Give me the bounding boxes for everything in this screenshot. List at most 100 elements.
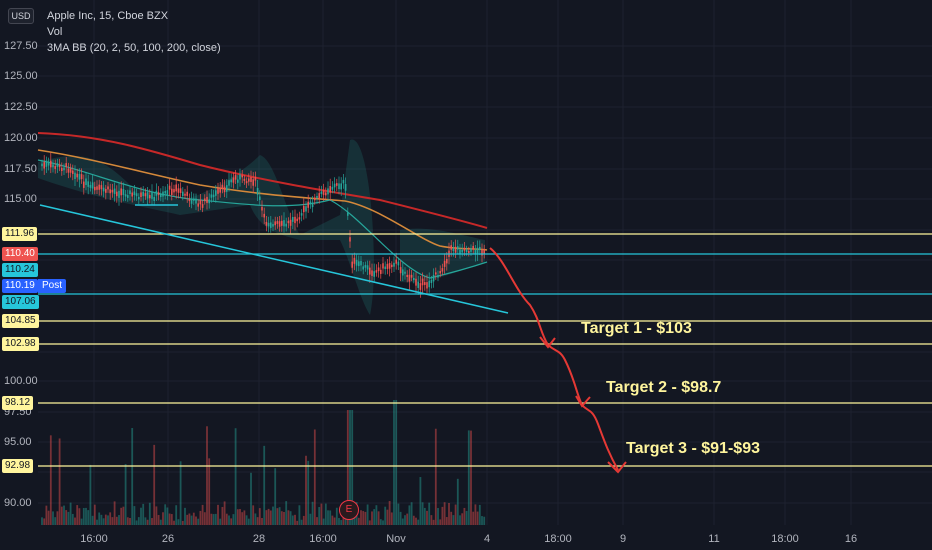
volume-bar: [384, 506, 387, 525]
volume-bar: [386, 509, 389, 525]
price-candle-body: [404, 271, 406, 274]
price-candle-body: [371, 270, 373, 276]
target-2-annotation[interactable]: Target 2 - $98.7: [606, 379, 722, 396]
price-candle-body: [206, 196, 208, 203]
price-candle-body: [179, 188, 182, 193]
volume-bar: [146, 519, 149, 525]
volume-bar: [49, 435, 52, 525]
price-candle-body: [292, 216, 294, 222]
price-candle-body: [177, 188, 180, 193]
volume-bar: [252, 505, 255, 525]
volume-bar: [467, 430, 470, 525]
volume-bar: [452, 515, 455, 525]
price-candle-body: [441, 268, 444, 272]
volume-bar: [278, 507, 281, 525]
price-candle-body: [349, 237, 351, 242]
price-candle-body: [142, 191, 144, 197]
price-candle-body: [470, 248, 472, 252]
price-candle-body: [424, 282, 426, 285]
volume-bar: [104, 514, 107, 525]
volume-label[interactable]: Vol: [47, 26, 63, 38]
volume-bar: [192, 512, 195, 525]
price-candle-body: [208, 199, 210, 204]
price-candle-body: [472, 245, 474, 250]
volume-bar: [232, 514, 235, 525]
volume-bar: [265, 510, 268, 525]
ma-100-line: [37, 149, 488, 251]
price-candle-body: [113, 188, 116, 194]
price-candle-body: [78, 173, 81, 180]
target-1-annotation[interactable]: Target 1 - $103: [581, 320, 692, 337]
volume-bar: [272, 506, 274, 525]
descending-trendline: [39, 204, 509, 314]
volume-bar: [223, 501, 226, 525]
price-candle-body: [415, 278, 417, 286]
price-candle-body: [476, 247, 479, 254]
volume-bar: [131, 428, 134, 525]
volume-bar: [283, 511, 285, 525]
price-candle-body: [437, 275, 439, 278]
price-label-92-98: 92.98: [2, 459, 34, 473]
price-candle-body: [74, 172, 76, 179]
volume-bar: [170, 514, 173, 525]
price-candle-body: [254, 176, 257, 181]
price-candle-body: [338, 183, 340, 190]
price-candle-body: [481, 249, 483, 256]
price-candle-body: [100, 185, 103, 190]
price-candle-body: [195, 198, 197, 204]
price-label-111-96: 111.96: [2, 227, 38, 241]
currency-badge[interactable]: USD: [8, 8, 34, 24]
volume-bar: [430, 515, 433, 525]
symbol-title[interactable]: Apple Inc, 15, Cboe BZX: [47, 10, 169, 22]
price-candle-body: [243, 178, 246, 181]
volume-bar: [140, 507, 142, 525]
indicator-label[interactable]: 3MA BB (20, 2, 50, 100, 200, close): [47, 42, 221, 54]
price-candle-body: [248, 178, 250, 182]
price-candle-body: [395, 259, 397, 264]
projection-arrowhead: [607, 461, 627, 474]
volume-bar: [307, 460, 310, 525]
volume-bar: [111, 517, 114, 525]
price-candle-body: [41, 163, 43, 167]
price-candle-body: [85, 178, 87, 185]
volume-bar: [230, 518, 233, 525]
price-candle-body: [138, 196, 140, 200]
volume-bar: [410, 502, 413, 525]
volume-bar: [406, 513, 409, 525]
volume-bar: [225, 513, 228, 525]
volume-bar: [129, 518, 131, 525]
volume-bar: [346, 410, 349, 525]
volume-bar: [206, 426, 208, 525]
x-tick: Nov: [386, 533, 406, 545]
volume-bar: [267, 508, 270, 525]
volume-bar: [338, 518, 340, 525]
volume-bar: [214, 513, 217, 525]
volume-bar: [331, 515, 334, 525]
price-candle-body: [410, 274, 413, 278]
volume-bar: [98, 512, 101, 525]
price-candle-body: [305, 206, 307, 212]
volume-bar: [441, 506, 444, 525]
target-3-annotation[interactable]: Target 3 - $91-$93: [626, 440, 760, 457]
price-candle-body: [201, 204, 204, 208]
volume-bar: [294, 514, 296, 525]
volume-bar: [261, 518, 263, 525]
volume-bar: [291, 515, 294, 525]
price-candle-body: [239, 174, 241, 180]
x-tick: 16:00: [309, 533, 337, 545]
price-candle-body: [300, 213, 303, 216]
price-candle-body: [278, 221, 281, 227]
volume-bar: [320, 503, 323, 525]
volume-bar: [89, 464, 92, 525]
price-candle-body: [468, 250, 470, 253]
volume-bar: [450, 511, 453, 525]
price-candle-body: [199, 199, 202, 205]
earnings-event-icon[interactable]: E: [339, 500, 359, 520]
x-tick: 28: [252, 533, 266, 545]
volume-bar: [300, 519, 303, 525]
volume-bar: [241, 512, 244, 525]
volume-bar: [428, 502, 431, 525]
price-candle-body: [459, 249, 461, 254]
price-candle-body: [98, 184, 100, 190]
